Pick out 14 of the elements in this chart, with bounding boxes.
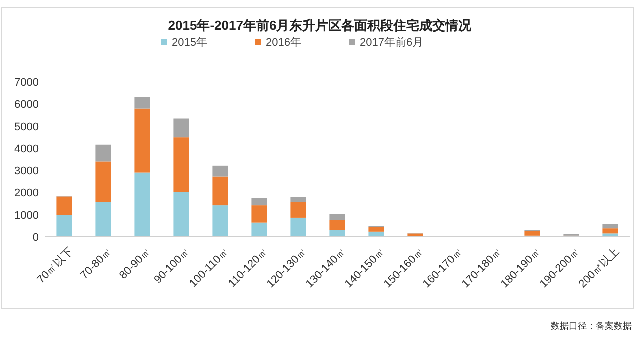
text: 数据口径：备案数据 (551, 321, 632, 331)
y-tick-label: 1000 (14, 210, 39, 222)
legend-label: 2017年前6月 (360, 37, 424, 49)
legend-label: 2015年 (172, 37, 208, 49)
y-tick-label: 3000 (14, 166, 39, 178)
y-tick-label: 5000 (14, 121, 39, 134)
legend-label: 2016年 (266, 37, 302, 49)
y-tick-label: 6000 (14, 99, 39, 112)
y-tick-label: 4000 (14, 143, 39, 156)
chart-title: 2015年-2017年前6月东升片区各面积段住宅成交情况 (168, 18, 473, 33)
y-tick-label: 2000 (14, 188, 39, 200)
y-tick-label: 7000 (14, 77, 39, 89)
x-tick-label: 70㎡以下 (34, 245, 76, 286)
y-tick-label: 0 (32, 232, 39, 244)
